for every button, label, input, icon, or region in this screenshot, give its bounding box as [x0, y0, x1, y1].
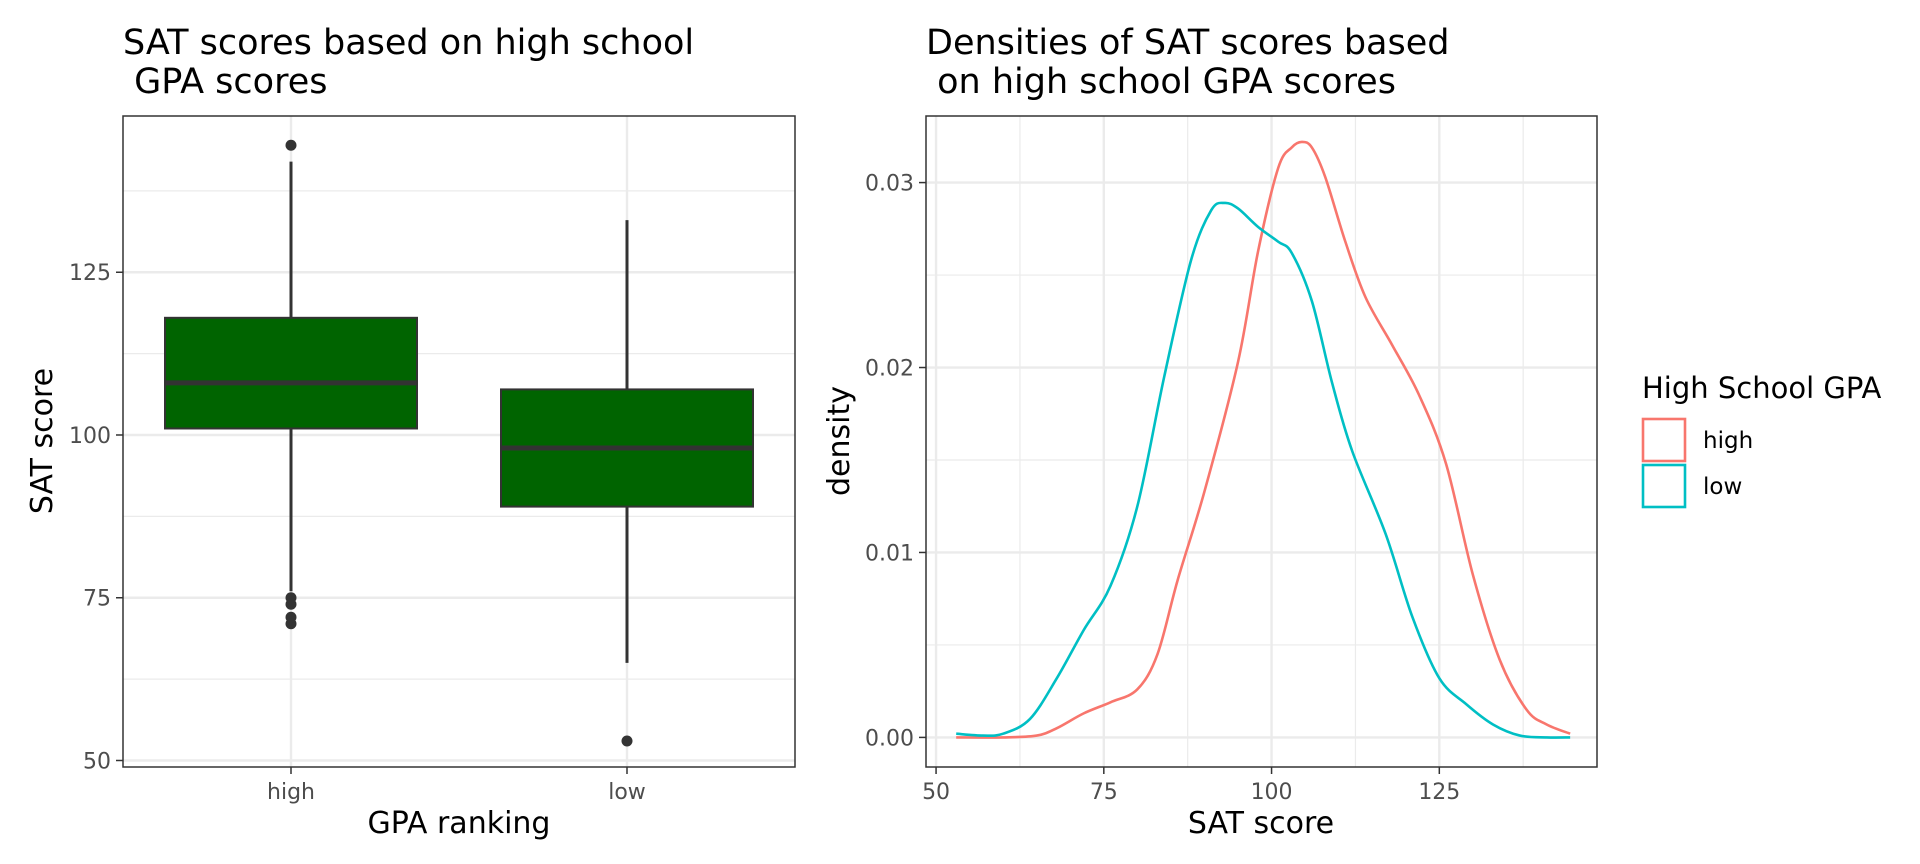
- density-axes: 0.00 0.01 0.02 0.03 50 75 100 125: [865, 172, 1460, 805]
- legend-key-low: [1641, 463, 1687, 509]
- legend-title: High School GPA: [1642, 371, 1881, 405]
- density-title-line-1: Densities of SAT scores based: [926, 23, 1449, 63]
- legend-key-high: [1641, 417, 1687, 463]
- outlier-point-high: [285, 611, 297, 623]
- outlier-point-low: [621, 735, 633, 747]
- density-x-tick-label: 100: [1251, 780, 1293, 805]
- density-line-high: [956, 140, 1571, 739]
- boxplot-panel-border: [122, 115, 796, 768]
- density-x-tick-label: 50: [922, 780, 950, 805]
- density-x-tick-label: 125: [1418, 780, 1460, 805]
- boxplot-marks: [164, 139, 754, 747]
- box-high: [164, 316, 418, 430]
- legend-label-high: high: [1703, 428, 1753, 454]
- density-y-tick-label: 0.01: [865, 541, 914, 566]
- boxplot-axes: 50 75 100 125 high low: [69, 261, 646, 805]
- boxplot-x-tick-label: low: [608, 780, 646, 805]
- legend: High School GPA high low: [1641, 371, 1881, 509]
- density-y-axis-label: density: [822, 386, 857, 496]
- outlier-point-high: [285, 139, 297, 151]
- density-lines: [956, 140, 1571, 739]
- density-x-tick-label: 75: [1090, 780, 1118, 805]
- density-line-low: [956, 201, 1571, 739]
- boxplot-y-tick-label: 125: [69, 261, 111, 286]
- density-panel-border: [925, 115, 1598, 768]
- boxplot-title-line-2: GPA scores: [123, 62, 327, 102]
- density-title-line-2: on high school GPA scores: [926, 62, 1396, 102]
- density-chart: Densities of SAT scores based on high sc…: [822, 23, 1598, 841]
- boxplot-x-axis-label: GPA ranking: [368, 806, 551, 841]
- outlier-point-high: [285, 592, 297, 604]
- boxplot-x-tick-label: high: [267, 780, 315, 805]
- boxplot-y-tick-label: 100: [69, 424, 111, 449]
- legend-items: high low: [1641, 417, 1753, 509]
- density-x-axis-label: SAT score: [1188, 806, 1334, 841]
- boxplot-chart: SAT scores based on high school GPA scor…: [25, 23, 796, 841]
- boxplot-y-tick-label: 75: [83, 587, 111, 612]
- density-y-tick-label: 0.00: [865, 726, 914, 751]
- density-y-tick-label: 0.02: [865, 357, 914, 382]
- density-y-tick-label: 0.03: [865, 172, 914, 197]
- density-panel-background: [926, 116, 1597, 767]
- boxplot-y-tick-label: 50: [83, 749, 111, 774]
- legend-label-low: low: [1703, 474, 1742, 500]
- boxplot-title-line-1: SAT scores based on high school: [123, 23, 694, 63]
- boxplot-y-axis-label: SAT score: [25, 368, 60, 514]
- density-gridlines: [926, 116, 1597, 767]
